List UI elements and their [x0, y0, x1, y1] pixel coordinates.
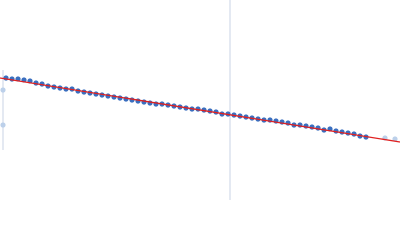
data-point — [0, 122, 6, 128]
data-point — [0, 87, 6, 93]
chart — [0, 0, 400, 200]
data-point — [392, 136, 398, 142]
fit-line — [0, 77, 400, 143]
